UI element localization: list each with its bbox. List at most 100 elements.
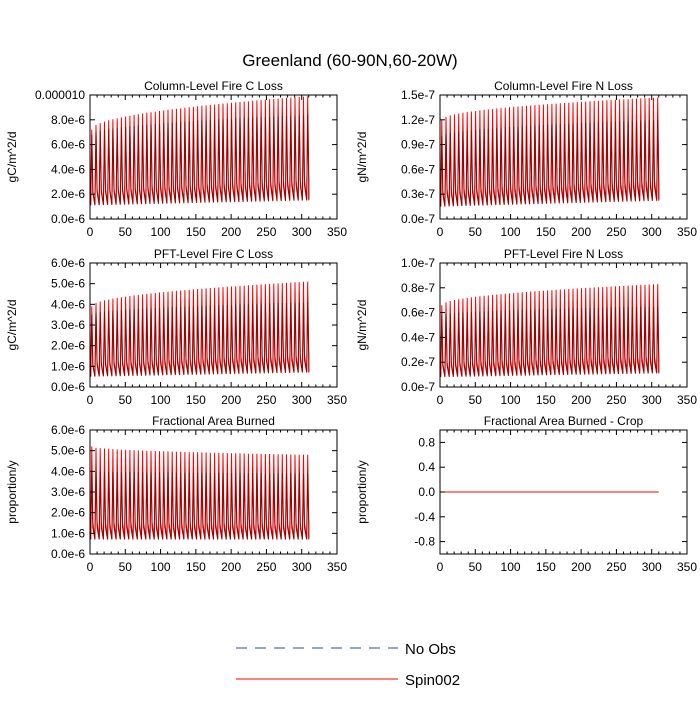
x-tick-label: 300 <box>642 560 662 574</box>
series-line <box>90 281 310 376</box>
y-tick-label: 8.0e-6 <box>51 113 85 127</box>
panels: 0 50 100 150 200 250 300 350 0.0e-6 2.0e-6 4.0e-6 6… <box>5 79 697 574</box>
y-tick-label: 2.0e-6 <box>51 339 85 353</box>
x-tick-label: 350 <box>677 393 697 407</box>
x-tick-label: 0 <box>87 225 94 239</box>
y-tick-label: 4.0e-6 <box>51 162 85 176</box>
chart-panel: 0 50 100 150 200 250 300 350 0.0e-7 0.2e-7 0.4e-7 0… <box>355 247 697 407</box>
plot-frame <box>89 94 338 220</box>
x-tick-label: 350 <box>327 393 347 407</box>
panel-title: Fractional Area Burned <box>152 414 275 428</box>
y-tick-label: 4.0e-6 <box>51 297 85 311</box>
y-tick-label: 6.0e-6 <box>51 423 85 437</box>
y-tick-label: 5.0e-6 <box>51 444 85 458</box>
x-tick-label: 200 <box>571 393 591 407</box>
y-axis-label: gN/m^2/d <box>355 300 369 351</box>
x-tick-label: 200 <box>221 225 241 239</box>
x-tick-label: 200 <box>221 560 241 574</box>
y-tick-label: 0.0 <box>418 485 435 499</box>
plot-frame <box>439 94 688 220</box>
x-tick-label: 100 <box>151 225 171 239</box>
y-tick-label: 0.6e-7 <box>401 306 435 320</box>
x-tick-label: 100 <box>151 393 171 407</box>
x-tick-label: 100 <box>151 560 171 574</box>
y-tick-label: 6.0e-6 <box>51 138 85 152</box>
y-tick-label: 1.0e-6 <box>51 526 85 540</box>
x-tick-label: 150 <box>536 560 556 574</box>
y-tick-label: 0.0e-6 <box>51 212 85 226</box>
x-tick-label: 300 <box>292 560 312 574</box>
y-tick-label: 0.8 <box>418 435 435 449</box>
y-tick-label: 0.6e-7 <box>401 162 435 176</box>
y-tick-label: -0.4 <box>414 510 435 524</box>
series-line <box>90 302 310 377</box>
chart-panel: 0 50 100 150 200 250 300 350 -0.8 -0.4 0.0 0.4 0.8 Fr… <box>355 414 697 574</box>
y-tick-label: 0.0e-7 <box>401 380 435 394</box>
x-tick-label: 150 <box>186 225 206 239</box>
y-axis-label: gC/m^2/d <box>5 300 19 351</box>
x-tick-label: 100 <box>501 560 521 574</box>
y-axis-label: gN/m^2/d <box>355 132 369 183</box>
x-tick-label: 0 <box>437 393 444 407</box>
x-tick-label: 0 <box>437 225 444 239</box>
y-tick-label: 0.0e-7 <box>401 212 435 226</box>
x-tick-label: 100 <box>501 393 521 407</box>
x-tick-label: 350 <box>327 560 347 574</box>
y-tick-label: -0.8 <box>414 535 435 549</box>
series-line <box>440 284 660 376</box>
y-tick-label: 1.5e-7 <box>401 88 435 102</box>
x-tick-label: 50 <box>119 560 133 574</box>
x-tick-label: 0 <box>437 560 444 574</box>
series-line <box>90 96 310 205</box>
y-tick-label: 0.8e-7 <box>401 281 435 295</box>
x-tick-label: 350 <box>327 225 347 239</box>
y-tick-label: 5.0e-6 <box>51 277 85 291</box>
y-tick-label: 1.0e-7 <box>401 256 435 270</box>
panel-title: Column-Level Fire C Loss <box>144 79 283 93</box>
y-axis-label: proportion/y <box>355 460 369 523</box>
y-tick-label: 1.2e-7 <box>401 113 435 127</box>
x-tick-label: 150 <box>536 393 556 407</box>
x-tick-label: 200 <box>221 393 241 407</box>
x-tick-label: 250 <box>606 225 626 239</box>
plot-frame <box>439 262 688 388</box>
x-tick-label: 200 <box>571 560 591 574</box>
legend: No Obs Spin002 <box>236 641 460 689</box>
y-tick-label: 4.0e-6 <box>51 464 85 478</box>
y-tick-label: 0.9e-7 <box>401 138 435 152</box>
chart-panel: 0 50 100 150 200 250 300 350 0.0e-7 0.3e-7 0.6e-7 0… <box>355 79 697 239</box>
chart-panel: 0 50 100 150 200 250 300 350 0.0e-6 2.0e-6 4.0e-6 6… <box>5 79 347 239</box>
x-tick-label: 50 <box>469 393 483 407</box>
series-line <box>440 97 660 206</box>
x-tick-label: 0 <box>87 560 94 574</box>
x-tick-label: 300 <box>292 393 312 407</box>
y-tick-label: 0.0e-6 <box>51 547 85 561</box>
panel-title: PFT-Level Fire N Loss <box>504 247 623 261</box>
y-tick-label: 0.2e-7 <box>401 355 435 369</box>
chart-panel: 0 50 100 150 200 250 300 350 0.0e-6 1.0e-6 2.0e-6 3… <box>5 247 347 407</box>
x-tick-label: 150 <box>186 560 206 574</box>
x-tick-label: 250 <box>256 225 276 239</box>
series-line <box>90 114 310 206</box>
chart-panel: 0 50 100 150 200 250 300 350 0.0e-6 1.0e-6 2.0e-6 3… <box>5 414 347 574</box>
y-tick-label: 2.0e-6 <box>51 506 85 520</box>
y-tick-label: 0.3e-7 <box>401 187 435 201</box>
figure-title: Greenland (60-90N,60-20W) <box>242 51 457 70</box>
x-tick-label: 150 <box>186 393 206 407</box>
y-axis-label: gC/m^2/d <box>5 132 19 183</box>
series-line <box>440 306 660 378</box>
legend-label-no-obs: No Obs <box>405 641 456 658</box>
x-tick-label: 50 <box>469 225 483 239</box>
x-tick-label: 150 <box>536 225 556 239</box>
x-tick-label: 200 <box>571 225 591 239</box>
x-tick-label: 350 <box>677 225 697 239</box>
y-tick-label: 0.4e-7 <box>401 330 435 344</box>
y-tick-label: 3.0e-6 <box>51 485 85 499</box>
y-tick-label: 6.0e-6 <box>51 256 85 270</box>
x-tick-label: 250 <box>606 560 626 574</box>
panel-title: Column-Level Fire N Loss <box>494 79 633 93</box>
x-tick-label: 50 <box>119 225 133 239</box>
y-tick-label: 0.0e-6 <box>51 380 85 394</box>
